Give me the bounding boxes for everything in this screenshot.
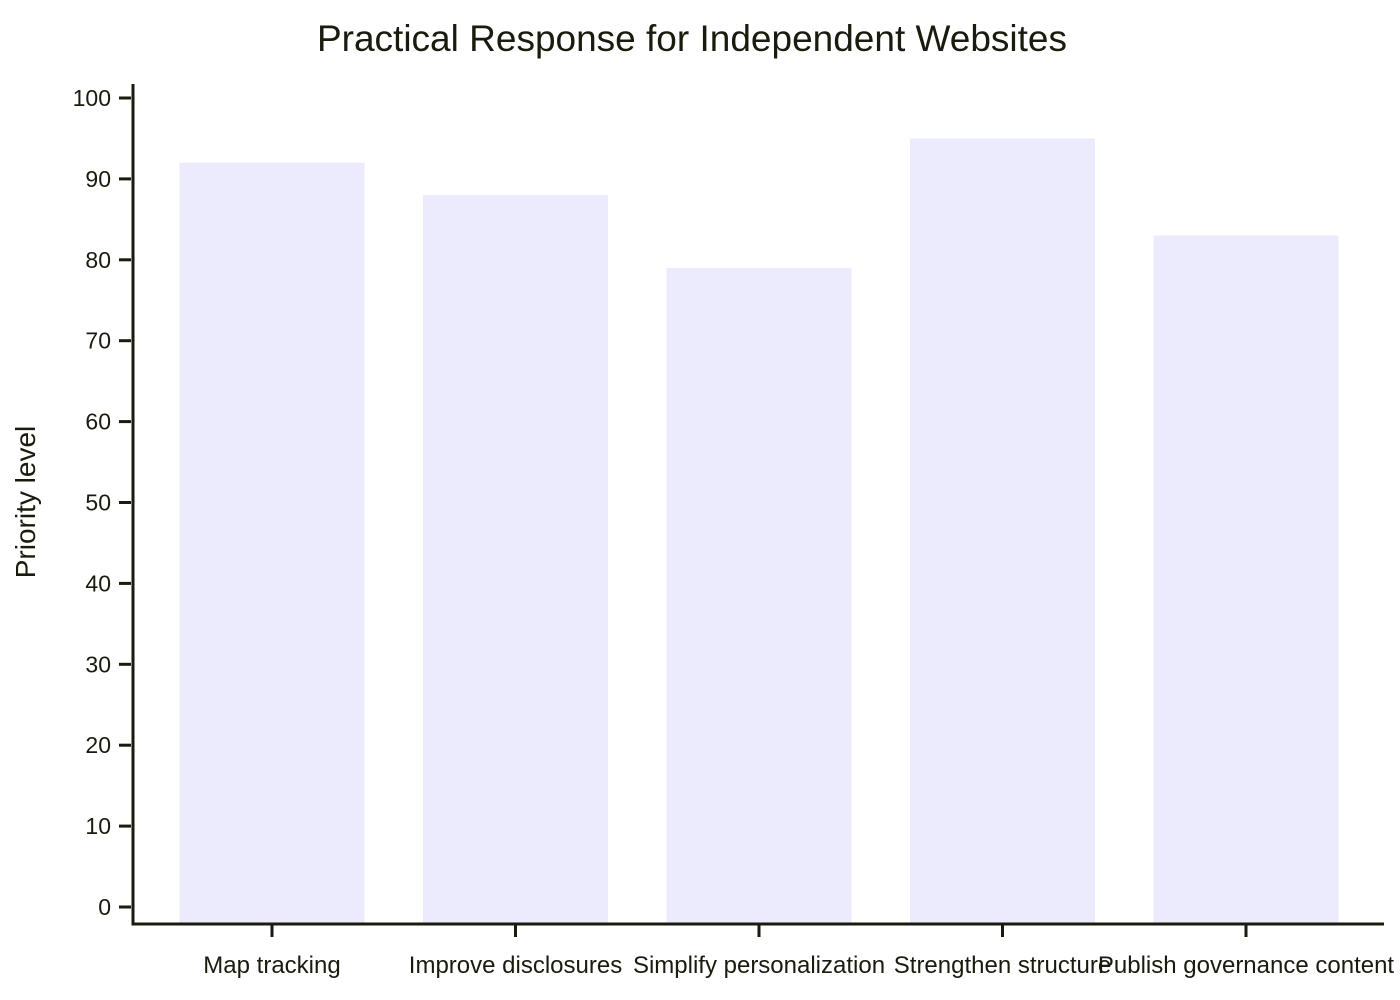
- y-tick-label-7: 70: [85, 328, 111, 354]
- y-tick-label-8: 80: [85, 247, 111, 273]
- axes-layer: [131, 84, 1384, 926]
- x-tick-label-0: Map tracking: [203, 952, 340, 979]
- y-ticks-layer: 0 10 20 30 40 50 60 70 80 90 100: [73, 85, 131, 920]
- bars-layer: [179, 138, 1339, 925]
- y-tick-label-0: 0: [98, 894, 111, 920]
- chart-title: Practical Response for Independent Websi…: [316, 18, 1068, 59]
- bar-1: [423, 195, 608, 924]
- y-tick-label-3: 30: [85, 651, 111, 677]
- x-tick-label-2: Simplify personalization: [633, 952, 885, 979]
- y-tick-label-4: 40: [85, 570, 111, 596]
- y-tick-label-5: 50: [85, 490, 111, 516]
- bar-4: [1153, 235, 1339, 924]
- y-tick-label-2: 20: [85, 732, 111, 758]
- bar-2: [666, 267, 852, 924]
- y-tick-label-6: 60: [85, 409, 111, 435]
- x-tick-label-4: Publish governance content: [1098, 952, 1395, 979]
- y-tick-label-10: 100: [73, 85, 111, 111]
- bar-0: [179, 162, 365, 925]
- bar-3: [910, 138, 1095, 924]
- y-tick-label-1: 10: [85, 813, 111, 839]
- x-tick-label-1: Improve disclosures: [409, 952, 622, 979]
- x-tick-label-3: Strengthen structure: [894, 952, 1111, 979]
- x-ticks-layer: Map tracking Improve disclosures Simplify …: [203, 925, 1395, 979]
- y-tick-label-9: 90: [85, 166, 111, 192]
